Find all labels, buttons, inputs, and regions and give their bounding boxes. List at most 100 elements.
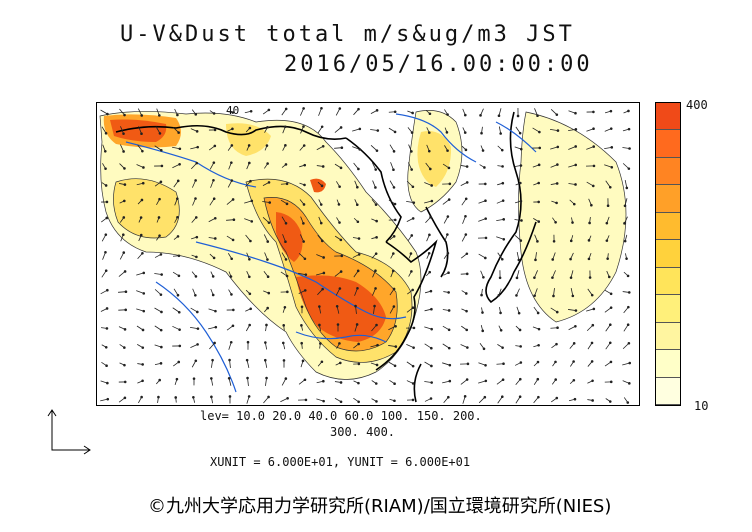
wind-arrow-head	[158, 378, 161, 382]
wind-arrow-head	[210, 377, 213, 380]
wind-arrow-head	[196, 310, 199, 314]
wind-arrow-head	[410, 150, 413, 153]
wind-arrow-head	[626, 323, 630, 326]
wind-arrow-head	[159, 253, 163, 256]
wind-arrow-head	[465, 252, 469, 256]
wind-arrow-head	[428, 233, 431, 237]
wind-arrow	[371, 324, 377, 332]
wind-arrow-head	[412, 201, 416, 204]
wind-arrow-head	[375, 149, 379, 152]
colorbar-min-label: 10	[694, 399, 709, 413]
wind-arrow-head	[356, 286, 359, 290]
wind-arrow	[568, 146, 576, 150]
wind-arrow-head	[538, 130, 541, 134]
wind-arrow	[586, 324, 594, 332]
wind-arrow-head	[556, 326, 559, 330]
wind-arrow-head	[411, 382, 415, 385]
wind-arrow-head	[230, 161, 233, 164]
wind-arrow	[229, 359, 231, 369]
wind-arrow-head	[320, 360, 324, 364]
wind-arrow	[280, 397, 288, 403]
wind-arrow-head	[610, 165, 614, 169]
wind-arrow-head	[338, 287, 342, 290]
wind-arrow	[172, 146, 180, 150]
wind-arrow-head	[157, 395, 160, 399]
wind-arrow-head	[286, 290, 289, 294]
wind-arrow-head	[430, 307, 433, 311]
wind-arrow-head	[123, 328, 127, 331]
wind-arrow-head	[264, 341, 267, 344]
wind-arrow	[424, 361, 432, 367]
wind-arrow	[496, 236, 504, 240]
wind-arrow-head	[268, 201, 272, 204]
wind-arrow	[478, 218, 486, 222]
wind-arrow-head	[497, 293, 501, 297]
wind-arrow-head	[606, 257, 609, 260]
wind-arrow-head	[410, 270, 413, 273]
wind-arrow-head	[411, 288, 414, 292]
wind-arrow-head	[340, 254, 344, 258]
wind-arrow-head	[392, 235, 396, 238]
wind-arrow-head	[123, 183, 127, 186]
wind-arrow-head	[195, 235, 199, 239]
dust-map: 40	[96, 102, 640, 406]
wind-arrow-head	[322, 271, 326, 275]
contour-levels-continued: 300. 400.	[330, 425, 396, 439]
wind-arrow-head	[591, 323, 595, 327]
wind-arrow-head	[339, 166, 343, 170]
wind-arrow-head	[303, 289, 307, 292]
wind-arrow-head	[519, 239, 523, 242]
wind-arrow-head	[430, 346, 433, 350]
wind-arrow-head	[536, 311, 540, 315]
wind-arrow-head	[266, 125, 269, 129]
wind-arrow	[265, 377, 267, 387]
wind-arrow-head	[104, 131, 108, 135]
wind-arrow-head	[123, 113, 126, 117]
wind-arrow-head	[159, 293, 163, 296]
wind-arrow-head	[590, 203, 593, 207]
wind-arrow-head	[429, 289, 433, 293]
wind-arrow-head	[574, 309, 578, 312]
wind-arrow-head	[427, 251, 431, 255]
wind-arrow-head	[428, 112, 432, 116]
wind-arrow-head	[551, 258, 555, 261]
wind-arrow	[138, 126, 142, 134]
wind-arrow-head	[536, 360, 540, 364]
wind-arrow-head	[140, 132, 143, 136]
wind-arrow-head	[465, 165, 469, 168]
colorbar-band	[656, 212, 680, 241]
wind-arrow	[462, 216, 466, 224]
wind-arrow-head	[356, 269, 360, 273]
wind-arrow-head	[463, 131, 467, 134]
wind-arrow	[532, 127, 540, 133]
wind-arrow	[604, 164, 612, 168]
wind-arrow-head	[463, 113, 467, 117]
wind-arrow	[568, 309, 576, 311]
wind-arrow-head	[374, 287, 377, 290]
wind-arrow-head	[464, 214, 467, 218]
wind-arrow-head	[212, 197, 216, 201]
wind-arrow-head	[357, 167, 360, 171]
wind-arrow-head	[212, 178, 215, 182]
wind-arrow-head	[429, 167, 432, 171]
wind-arrow-head	[623, 222, 626, 225]
wind-arrow-head	[392, 287, 396, 291]
wind-arrow-head	[300, 341, 303, 345]
wind-arrow-head	[628, 147, 631, 150]
wind-arrow-head	[518, 131, 522, 135]
wind-arrow	[389, 180, 395, 188]
wind-arrow	[623, 324, 629, 332]
wind-arrow-head	[339, 238, 343, 242]
wind-arrow-head	[178, 328, 181, 331]
chart-timestamp: 2016/05/16.00:00:00	[284, 52, 593, 77]
wind-arrow-head	[392, 150, 396, 153]
wind-arrow-head	[517, 311, 521, 315]
wind-arrow-head	[410, 131, 414, 134]
wind-arrow-head	[373, 304, 376, 308]
wind-arrow-head	[497, 114, 501, 118]
wind-arrow-head	[465, 328, 469, 332]
wind-arrow-head	[480, 131, 483, 135]
wind-arrow-head	[464, 148, 468, 152]
wind-arrow	[281, 252, 287, 260]
wind-arrow-head	[267, 291, 271, 295]
